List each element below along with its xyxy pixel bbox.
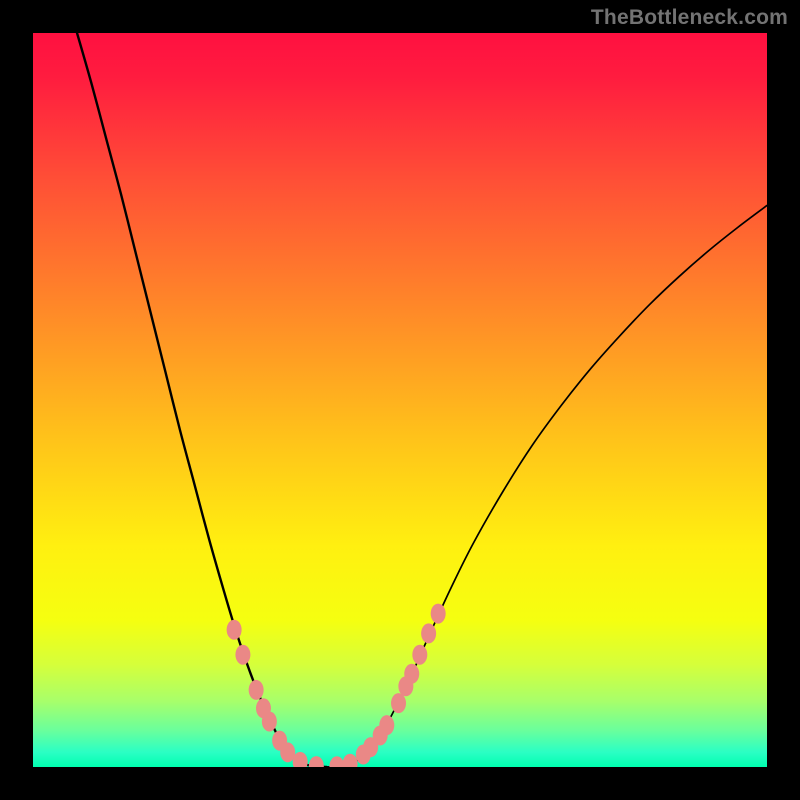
marker-point <box>412 645 427 665</box>
marker-point <box>249 680 264 700</box>
marker-point <box>329 756 344 767</box>
curve-left <box>77 33 327 767</box>
plot-area <box>33 33 767 767</box>
marker-point <box>421 623 436 643</box>
marker-point <box>309 756 324 767</box>
watermark-text: TheBottleneck.com <box>591 6 788 30</box>
marker-point <box>379 715 394 735</box>
marker-point <box>343 754 358 767</box>
marker-point <box>227 620 242 640</box>
marker-point <box>391 693 406 713</box>
curve-right <box>327 205 767 767</box>
marker-point <box>431 604 446 624</box>
marker-point <box>235 645 250 665</box>
outer-canvas: TheBottleneck.com <box>0 0 800 800</box>
marker-point <box>262 711 277 731</box>
marker-point <box>404 664 419 684</box>
chart-layer <box>33 33 767 767</box>
markers-group <box>227 604 446 767</box>
